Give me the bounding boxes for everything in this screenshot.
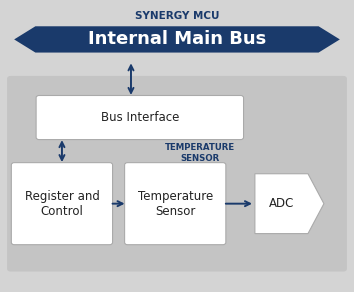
Polygon shape xyxy=(14,26,340,53)
FancyBboxPatch shape xyxy=(11,163,113,245)
Text: TEMPERATURE
SENSOR: TEMPERATURE SENSOR xyxy=(165,143,235,163)
Text: SYNERGY MCU: SYNERGY MCU xyxy=(135,11,219,21)
FancyBboxPatch shape xyxy=(36,95,244,140)
Text: Internal Main Bus: Internal Main Bus xyxy=(88,30,266,48)
Polygon shape xyxy=(255,174,324,234)
Text: Register and
Control: Register and Control xyxy=(24,190,99,218)
Text: ADC: ADC xyxy=(269,197,294,210)
FancyBboxPatch shape xyxy=(125,163,226,245)
Text: Temperature
Sensor: Temperature Sensor xyxy=(138,190,213,218)
Text: Bus Interface: Bus Interface xyxy=(101,111,179,124)
FancyBboxPatch shape xyxy=(7,76,347,272)
